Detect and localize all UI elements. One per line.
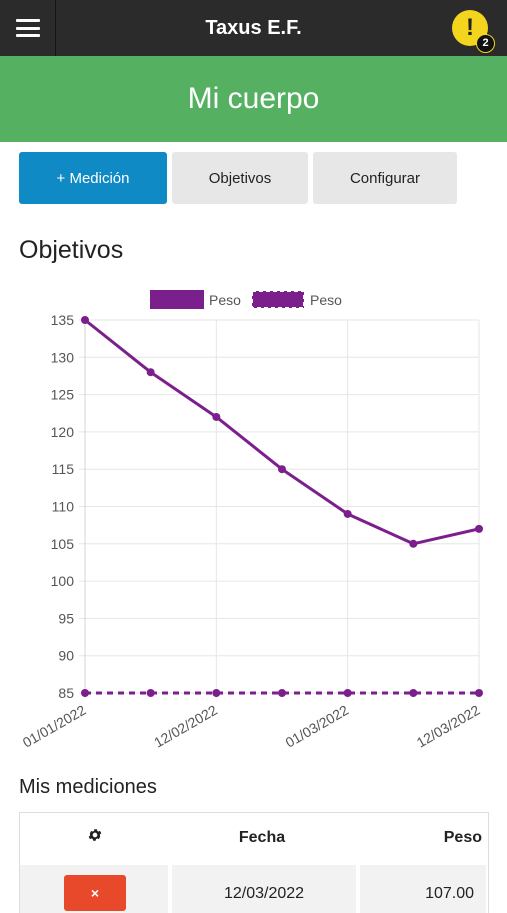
table-header-date: Fecha xyxy=(238,829,286,846)
configure-button[interactable]: Configurar xyxy=(313,152,457,204)
row-date: 12/03/2022 xyxy=(223,885,305,902)
gear-icon xyxy=(88,829,102,841)
data-point xyxy=(409,689,418,697)
y-tick-label: 85 xyxy=(58,685,74,701)
y-tick-label: 135 xyxy=(51,312,75,328)
menu-button[interactable] xyxy=(0,0,56,56)
add-measurement-button[interactable]: + Medición xyxy=(19,152,167,204)
legend-label: Peso xyxy=(209,292,241,308)
y-tick-label: 100 xyxy=(51,573,75,589)
data-point xyxy=(475,524,483,533)
y-tick-label: 95 xyxy=(58,610,74,626)
x-tick-label: 01/01/2022 xyxy=(20,702,89,751)
section-title: Objetivos xyxy=(19,236,124,264)
table-header-weight: Peso xyxy=(443,829,482,846)
y-tick-label: 90 xyxy=(58,648,74,664)
x-tick-label: 12/03/2022 xyxy=(414,702,483,751)
data-point xyxy=(278,465,286,474)
goals-button[interactable]: Objetivos xyxy=(172,152,308,204)
x-tick-label: 12/02/2022 xyxy=(151,702,220,751)
alert-icon: ! xyxy=(466,14,474,41)
data-point xyxy=(475,689,483,697)
data-point xyxy=(146,689,155,697)
row-weight: 107.00 xyxy=(425,885,474,902)
data-point xyxy=(146,368,155,377)
data-point xyxy=(343,689,352,697)
app-title: Taxus E.F. xyxy=(205,17,302,39)
y-tick-label: 115 xyxy=(52,461,75,477)
delete-measurement-button[interactable]: × xyxy=(64,875,126,911)
notifications-button[interactable]: ! 2 xyxy=(452,10,495,53)
data-point xyxy=(343,509,352,518)
hamburger-icon xyxy=(15,19,40,37)
measurements-table: Fecha Peso × 12/03/2022 107.00 xyxy=(19,812,489,913)
x-tick-label: 01/03/2022 xyxy=(282,702,351,751)
measurements-title: Mis mediciones xyxy=(19,776,157,798)
app-bar: Taxus E.F. ! 2 xyxy=(0,0,507,56)
y-tick-label: 120 xyxy=(51,424,75,440)
y-tick-label: 105 xyxy=(51,536,75,552)
y-tick-label: 110 xyxy=(52,499,75,515)
data-point xyxy=(81,689,89,697)
data-point xyxy=(212,412,221,421)
data-point xyxy=(81,316,89,324)
y-tick-label: 130 xyxy=(51,349,75,365)
table-header-actions xyxy=(20,827,170,848)
legend-swatch-2 xyxy=(251,290,305,309)
data-point xyxy=(278,689,286,697)
page-title: Mi cuerpo xyxy=(0,56,507,142)
weight-chart: 135 130 125 120 115 110 105 100 95 90 8501/01/2022… xyxy=(20,290,483,751)
legend-label: Peso xyxy=(310,292,342,308)
notification-count-badge: 2 xyxy=(476,34,495,53)
data-point xyxy=(409,539,418,548)
legend-swatch-1 xyxy=(150,290,204,309)
data-point xyxy=(212,689,221,697)
y-tick-label: 125 xyxy=(51,387,75,403)
